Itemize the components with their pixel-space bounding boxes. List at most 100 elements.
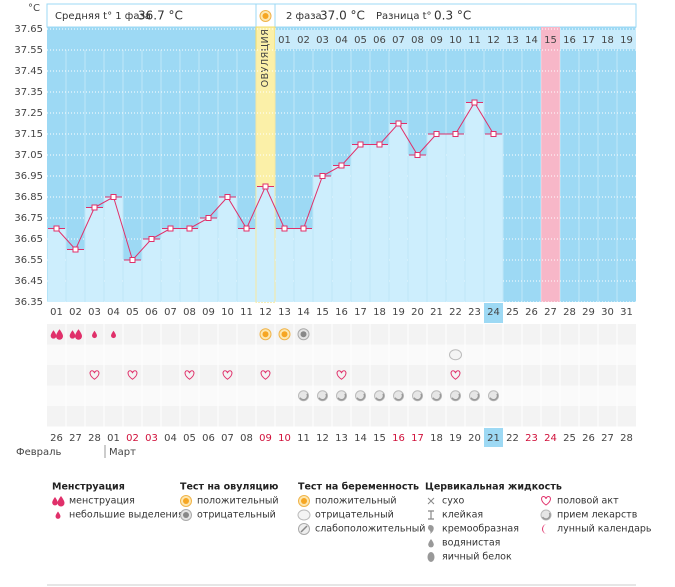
drop xyxy=(428,539,434,548)
phase2-cell xyxy=(465,30,484,49)
event-symbol xyxy=(412,390,423,402)
y-tick-label: 36.75 xyxy=(14,213,43,224)
heart xyxy=(222,370,233,380)
temperature-marker xyxy=(243,225,250,232)
phase2-cell xyxy=(484,30,503,49)
temperature-marker xyxy=(186,225,193,232)
core xyxy=(300,331,307,338)
phase2-cell xyxy=(427,30,446,49)
temperature-area xyxy=(484,134,503,302)
temperature-area xyxy=(218,197,237,302)
temperature-area xyxy=(427,134,446,302)
temperature-area xyxy=(389,123,408,302)
temperature-area xyxy=(180,228,199,302)
pill-shade xyxy=(318,393,328,401)
phase2-cell xyxy=(370,30,389,49)
event-symbol xyxy=(89,370,100,380)
heart xyxy=(450,370,461,380)
pill-shade xyxy=(489,393,499,401)
today-date xyxy=(484,428,503,447)
date-label: 10 xyxy=(278,433,291,444)
phase2-day: 17 xyxy=(582,35,595,46)
temperature-marker xyxy=(53,225,60,232)
legend-symbol xyxy=(427,552,435,562)
temperature-area xyxy=(351,144,370,302)
x-tick-label: 02 xyxy=(69,307,82,318)
x-tick-label: 04 xyxy=(107,307,120,318)
date-label: 01 xyxy=(107,433,120,444)
legend-symbol xyxy=(52,496,65,507)
event-row xyxy=(47,344,636,365)
pill-shade xyxy=(541,512,551,520)
date-label: 03 xyxy=(145,433,158,444)
heart xyxy=(89,370,100,380)
event-symbol xyxy=(374,390,385,402)
x-tick-label: 30 xyxy=(601,307,614,318)
legend-symbol xyxy=(428,525,434,534)
date-label: 18 xyxy=(430,433,443,444)
drop xyxy=(50,330,57,339)
event-symbol xyxy=(278,328,291,341)
y-tick-label: 36.35 xyxy=(14,297,43,308)
event-row xyxy=(47,406,636,427)
event-symbol xyxy=(259,328,272,341)
y-tick-label: 37.05 xyxy=(14,150,43,161)
heart xyxy=(260,370,271,380)
phase2-cell xyxy=(313,30,332,49)
pill-shade xyxy=(356,393,366,401)
event-symbol xyxy=(336,370,347,380)
core xyxy=(183,512,189,518)
legend-title: Менструация xyxy=(52,482,125,493)
phase2-cell xyxy=(275,30,294,49)
event-row xyxy=(47,365,636,386)
phase2-day: 15 xyxy=(544,35,557,46)
drop xyxy=(57,496,65,507)
legend-symbol xyxy=(428,510,434,520)
x-tick-label: 25 xyxy=(506,307,519,318)
x-tick-label: 24 xyxy=(487,307,500,318)
x-tick-label: 16 xyxy=(335,307,348,318)
event-symbol xyxy=(111,330,116,339)
temperature-marker xyxy=(433,131,440,137)
legend-symbol xyxy=(298,495,310,507)
temperature-area xyxy=(408,155,427,302)
phase2-day: 18 xyxy=(601,35,614,46)
legend-item: положительный xyxy=(197,496,279,507)
x-tick-label: 27 xyxy=(544,307,557,318)
temperature-area xyxy=(199,218,218,302)
legend-item: положительный xyxy=(315,496,397,507)
date-label: 28 xyxy=(88,433,101,444)
y-tick-label: 36.65 xyxy=(14,234,43,245)
drop xyxy=(52,497,58,506)
current-day xyxy=(484,303,503,323)
phase2-day: 01 xyxy=(278,35,291,46)
pill-shade xyxy=(451,393,461,401)
date-label: 27 xyxy=(601,433,614,444)
drop xyxy=(55,511,61,519)
legend-symbol xyxy=(180,495,192,507)
y-tick-label: 36.95 xyxy=(14,171,43,182)
legend-symbol xyxy=(540,509,552,521)
date-label: 21 xyxy=(487,433,500,444)
core xyxy=(183,498,189,504)
event-symbol xyxy=(431,390,442,402)
temperature-marker xyxy=(110,194,117,200)
drop xyxy=(69,330,76,339)
temperature-marker xyxy=(167,225,174,232)
x-tick-label: 28 xyxy=(563,307,576,318)
temperature-area xyxy=(256,186,275,302)
x-tick-label: 15 xyxy=(316,307,329,318)
legend-item: клейкая xyxy=(442,510,483,521)
x-tick-label: 03 xyxy=(88,307,101,318)
oval xyxy=(449,349,462,361)
temperature-area xyxy=(294,228,313,302)
event-symbol xyxy=(222,370,233,380)
core xyxy=(301,498,307,504)
legend-item: лунный календарь xyxy=(557,524,652,535)
pill-shade xyxy=(299,393,309,401)
temperature-area xyxy=(313,176,332,302)
legend-symbol xyxy=(298,523,310,535)
x-tick-label: 07 xyxy=(164,307,177,318)
temperature-marker xyxy=(338,162,345,169)
